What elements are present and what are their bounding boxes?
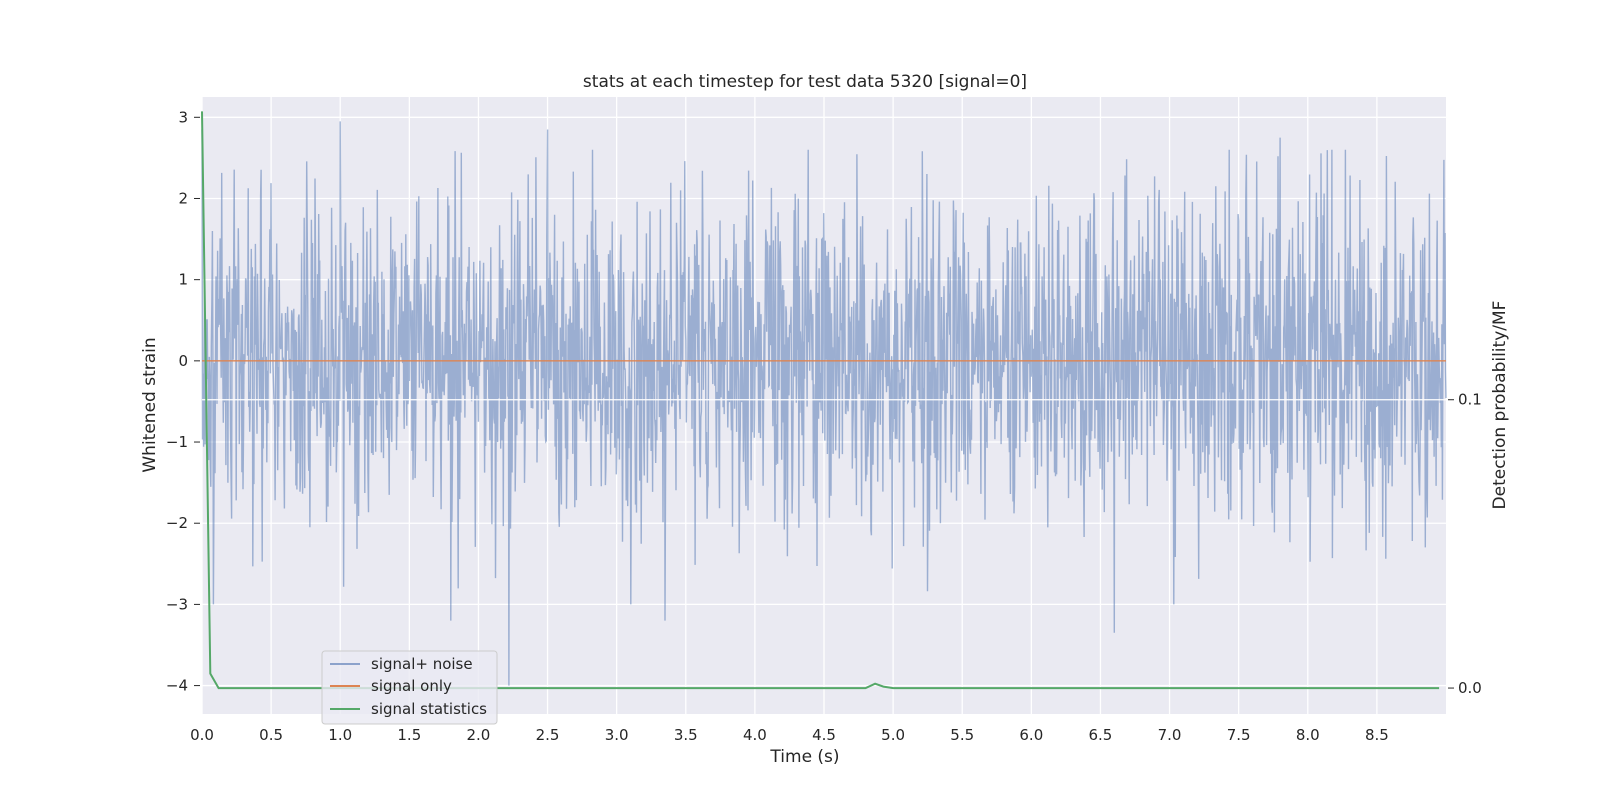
legend-label-statistics: signal statistics [371, 700, 487, 718]
x-axis-ticks: 0.0 0.5 1.0 1.5 2.0 2.5 3.0 3.5 4.0 4.5 5.0 5.5 6.0 6… [190, 726, 1389, 744]
x-tick-label: 0.0 [190, 726, 214, 744]
y2-axis-ticks: 0.1 0.0 [1448, 391, 1482, 697]
x-tick-label: 4.5 [812, 726, 836, 744]
y-tick-label: 3 [178, 108, 188, 126]
x-tick-label: 4.0 [743, 726, 767, 744]
y2-tick-label: 0.1 [1458, 391, 1482, 409]
y-tick-label: 0 [178, 352, 188, 370]
y2-tick-label: 0.0 [1458, 679, 1482, 697]
plot-area [201, 111, 1447, 690]
x-tick-label: 3.5 [674, 726, 698, 744]
y-tick-label: −4 [166, 677, 188, 695]
noise-series-line [201, 121, 1447, 686]
x-tick-label: 8.0 [1296, 726, 1320, 744]
x-tick-label: 1.0 [328, 726, 352, 744]
x-axis-label: Time (s) [769, 747, 839, 767]
x-tick-label: 7.0 [1158, 726, 1182, 744]
y-axis-label: Whitened strain [140, 337, 160, 472]
y-axis-ticks: 3 2 1 0 −1 −2 −3 −4 [166, 108, 200, 695]
x-tick-label: 5.0 [881, 726, 905, 744]
legend: signal+ noise signal only signal statist… [321, 650, 498, 725]
x-tick-label: 2.5 [536, 726, 560, 744]
y2-axis-label: Detection probability/MF [1490, 301, 1510, 510]
signal-statistics-series-line [201, 111, 1440, 690]
x-tick-label: 3.0 [605, 726, 629, 744]
chart-title: stats at each timestep for test data 532… [583, 72, 1027, 92]
x-tick-label: 5.5 [950, 726, 974, 744]
x-tick-label: 6.0 [1019, 726, 1043, 744]
x-tick-label: 2.0 [467, 726, 491, 744]
x-tick-label: 7.5 [1227, 726, 1251, 744]
y-tick-label: −1 [166, 433, 188, 451]
y-tick-label: 2 [178, 189, 188, 207]
x-tick-label: 8.5 [1365, 726, 1389, 744]
y-tick-label: 1 [178, 271, 188, 289]
x-tick-label: 0.5 [259, 726, 283, 744]
legend-box [321, 650, 498, 725]
legend-label-signal-only: signal only [371, 677, 452, 695]
x-tick-label: 1.5 [397, 726, 421, 744]
y-tick-label: −3 [166, 595, 188, 613]
legend-label-noise: signal+ noise [371, 655, 473, 673]
y-tick-label: −2 [166, 514, 188, 532]
x-tick-label: 6.5 [1089, 726, 1113, 744]
